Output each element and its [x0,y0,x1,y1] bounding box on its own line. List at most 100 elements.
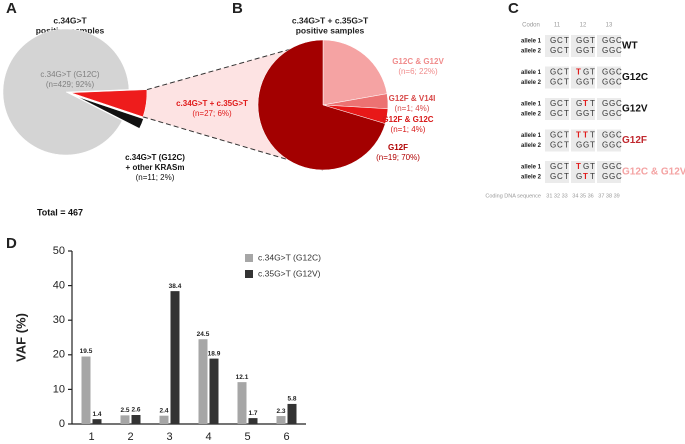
bar-value-label: 24.5 [197,331,210,338]
codon-base: G [550,68,556,77]
codon-base: G [602,99,608,108]
slice-label: c.34G>T (G12C) [40,70,100,79]
pie-slice [76,96,144,129]
codon-base: C [616,78,622,87]
codon-base: T [590,68,595,77]
codon: GGC [602,99,622,108]
codon-box [571,98,595,120]
y-tick-label: 10 [53,383,65,395]
panel-label: A [6,0,17,17]
bar-value-label: 1.4 [92,411,101,418]
codon-header: Codon [522,23,540,29]
codon-box [545,129,569,152]
codon-box [597,35,621,57]
codon-base: G [602,36,608,45]
y-tick-label: 0 [59,418,65,430]
codon: GGC [602,141,622,150]
mutation-label: G12C & G12V [622,167,685,178]
codon-base: G [583,46,589,55]
codon-box [597,66,621,89]
codon-base: C [557,172,563,181]
codon-base: C [616,131,622,140]
x-tick-label: 4 [205,431,211,443]
codon-base: G [576,141,582,150]
codon-base: G [576,36,582,45]
codon-base: G [602,172,608,181]
codon-base: C [557,162,563,171]
bar [276,416,286,424]
codon-base: T [564,131,569,140]
codon-base: G [550,36,556,45]
codon-base: C [557,78,563,87]
slice-label: G12F & G12C [382,115,433,124]
slice-value-label: (n=11; 2%) [136,173,175,182]
codon-base: C [616,172,622,181]
coding-position: 34 35 36 [572,193,593,199]
codon: GCT [550,99,569,108]
codon-base: G [609,141,615,150]
codon-base: G [609,36,615,45]
coding-position: 37 38 39 [598,193,619,199]
codon-base: G [550,46,556,55]
codon-base: C [557,68,563,77]
bar [209,358,219,424]
codon-base: C [557,99,563,108]
codon-base: T [590,46,595,55]
slice-label: G12F & V14I [389,94,436,103]
codon: GCT [550,36,569,45]
bar [92,419,102,424]
slice-label: G12C & G12V [392,57,444,66]
codon-box [545,66,569,89]
x-tick-label: 2 [127,431,133,443]
codon-base: G [609,46,615,55]
pie-slice [322,39,388,106]
codon-base: G [550,131,556,140]
y-tick-label: 20 [53,349,65,361]
codon-base: G [609,78,615,87]
codon: GGT [576,78,595,87]
allele-label: allele 2 [521,112,542,118]
codon-base: G [602,141,608,150]
codon: GCT [550,131,569,140]
codon-base: G [609,162,615,171]
codon: GGC [602,162,622,171]
panel-label: B [232,0,243,17]
codon-base: C [557,141,563,150]
codon-box [571,35,595,57]
slice-value-label: (n=1; 4%) [391,125,426,134]
codon-base: T [590,162,595,171]
codon: GGC [602,36,622,45]
x-tick-label: 5 [244,431,250,443]
codon-base: T [564,172,569,181]
legend-swatch [245,270,253,278]
codon-base: T [564,46,569,55]
coding-sequence-label: Coding DNA sequence [485,193,541,199]
bar [81,356,91,424]
codon-box [571,129,595,152]
chart-title: c.34G>T + c.35G>T [292,15,369,25]
codon: GCT [550,46,569,55]
codon-base: G [583,36,589,45]
codon: GGC [602,78,622,87]
codon: GCT [550,68,569,77]
codon: GGT [576,141,595,150]
x-tick-label: 3 [166,431,172,443]
bar [120,415,130,424]
codon-base: T [564,162,569,171]
codon-base: G [550,78,556,87]
bar-value-label: 2.3 [276,408,285,415]
codon-header: 13 [606,23,613,29]
codon: GGC [602,46,622,55]
codon-base: T [564,141,569,150]
panel-label: C [508,0,519,17]
panel-label: D [6,235,17,252]
bar-value-label: 18.9 [208,350,221,357]
codon-base: G [609,109,615,118]
slice-value-label: (n=429; 92%) [46,80,95,89]
chart-title: c.34G>T [53,15,87,25]
allele-label: allele 1 [521,133,542,139]
codon-base: G [583,162,589,171]
codon: GGT [576,109,595,118]
codon-base: G [576,78,582,87]
